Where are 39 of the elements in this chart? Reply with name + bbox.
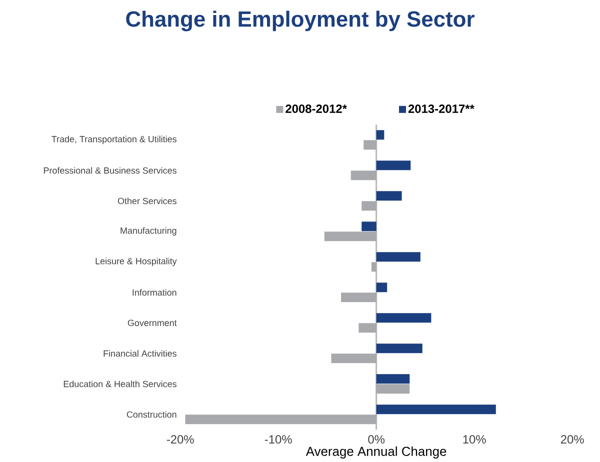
bar [350, 170, 376, 180]
bar [376, 130, 384, 140]
x-axis-title: Average Annual Change [306, 446, 446, 459]
bar [331, 354, 376, 364]
y-tick-label: Information [132, 289, 176, 296]
bar [362, 201, 376, 211]
x-tick-label: -10% [264, 435, 292, 444]
bar [376, 160, 411, 170]
y-tick-label: Professional & Business Services [44, 167, 176, 174]
bar [364, 140, 376, 150]
y-tick-label: Trade, Transportation & Utilities [52, 136, 176, 144]
bar [371, 262, 376, 272]
y-tick-label: Financial Activities [104, 350, 176, 357]
bar [362, 222, 376, 232]
legend-label: 2008-2012* [286, 104, 347, 114]
y-tick-label: Other Services [118, 198, 176, 204]
bar [376, 313, 432, 323]
y-tick-label: Leisure & Hospitality [96, 258, 177, 266]
bar [376, 282, 388, 292]
bar [376, 191, 402, 201]
bar [185, 414, 376, 424]
y-tick-label: Manufacturing [120, 227, 176, 236]
bar [341, 292, 376, 302]
y-tick-label: Construction [126, 411, 176, 418]
x-tick-label: 20% [560, 435, 584, 444]
bar [376, 344, 422, 354]
x-tick-label: 10% [463, 435, 486, 444]
bar [376, 374, 410, 384]
bar [376, 384, 410, 394]
x-tick-label: -20% [166, 435, 194, 444]
legend-label: 2013-2017** [408, 104, 474, 114]
bar [324, 232, 376, 242]
y-tick-label: Education & Health Services [64, 380, 176, 388]
bar [376, 252, 420, 262]
bar [376, 404, 496, 414]
y-tick-label: Government [128, 320, 177, 326]
chart-title: Change in Employment by Sector [126, 10, 474, 32]
x-tick-label: 0% [368, 435, 385, 444]
bar [358, 323, 376, 333]
